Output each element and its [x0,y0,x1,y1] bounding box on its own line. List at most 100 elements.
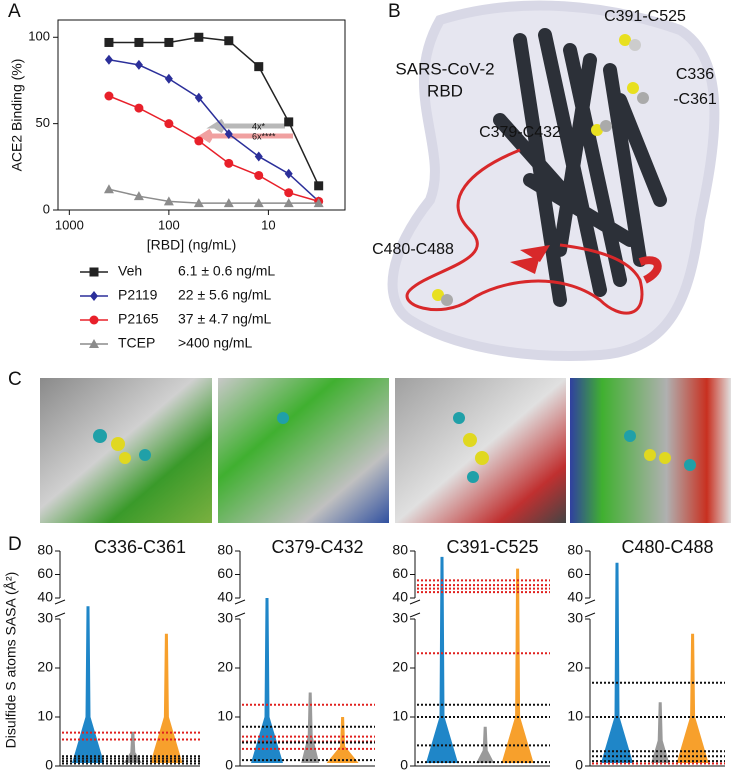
disulfide-label: C379-C432 [479,124,561,141]
fold-arrow [194,128,293,144]
axis-break [409,599,421,618]
legend-marker [89,267,99,277]
data-point [254,151,263,162]
data-point [224,36,234,46]
data-point [253,198,264,208]
y-tick-label: 80 [567,542,583,558]
panel-title: C480-C488 [621,537,713,557]
disulfide-label: C480-C488 [372,241,454,258]
y-tick-label: 30 [567,610,583,626]
y-tick-label: 60 [567,565,583,581]
data-point [104,91,114,101]
fit-line [108,95,319,203]
panel-label: D [8,534,22,555]
plot-frame [57,19,346,211]
sasa-distribution [150,633,183,763]
y-tick-label: 10 [217,708,233,724]
axis-break [234,599,246,618]
y-tick-label: 40 [567,589,583,605]
y-tick-label: 10 [567,708,583,724]
y-tick-label: 0 [225,757,233,773]
y-tick-label: 100 [28,29,50,44]
y-tick-label: 80 [392,542,408,558]
data-point [224,158,234,168]
panel-label: C [8,369,22,390]
data-point [104,54,113,65]
legend-ec50: 6.1 ± 0.6 ng/mL [178,263,275,279]
data-point [254,62,264,72]
data-point [194,92,203,103]
y-tick-label: 50 [36,115,50,130]
y-tick-label: 40 [392,589,408,605]
sasa-distribution [251,598,283,763]
y-tick-label: 10 [392,708,408,724]
data-point [133,191,144,201]
data-point [224,129,233,139]
panel-title: C391-C525 [446,537,538,557]
y-tick-label: 20 [217,659,233,675]
y-tick-label: 80 [37,542,53,558]
y-tick-label: 30 [217,610,233,626]
structure-title: SARS-CoV-2 [395,59,494,78]
legend-ec50: 22 ± 5.6 ng/mL [178,287,272,303]
y-axis-label: ACE2 Binding (%) [9,59,25,172]
data-point [284,168,293,179]
y-tick-label: 60 [37,565,53,581]
legend-label: P2165 [118,311,159,327]
x-tick-label: 100 [158,217,180,232]
data-point [134,103,144,113]
y-tick-label: 30 [392,610,408,626]
data-point [134,37,144,47]
y-tick-label: 30 [37,610,53,626]
legend-marker [89,339,99,348]
data-point [254,170,264,180]
panel-label: B [388,1,401,22]
y-tick-label: 0 [400,757,408,773]
legend-marker [89,315,99,325]
data-point [223,198,234,208]
y-tick-label: 20 [567,659,583,675]
disulfide-label: -C361 [673,91,717,108]
legend-marker [90,291,98,301]
disulfide-label: C391-C525 [604,8,686,25]
sasa-distribution [651,702,670,763]
sasa-distribution [72,606,104,763]
disulfide-label: C336 [676,66,714,83]
legend-label: P2119 [118,287,158,303]
y-tick-label: 40 [37,589,53,605]
data-point [194,136,204,146]
protein-structure [387,0,720,361]
y-tick-label: 0 [45,757,53,773]
data-point [164,37,174,47]
data-point [164,73,173,84]
axis-break [584,599,596,618]
data-point [314,181,324,191]
sasa-distribution [326,717,359,763]
data-point [284,117,294,127]
y-tick-label: 0 [43,201,50,216]
axis-break [54,599,66,618]
data-point [134,59,143,70]
legend-label: Veh [118,263,142,279]
data-point [104,37,114,47]
legend-label: TCEP [118,335,155,351]
data-point [193,198,204,208]
fit-line [108,58,320,202]
surface-images [40,378,731,523]
sasa-distribution [501,568,534,763]
fit-line [108,36,320,187]
annotation: 6x**** [252,131,276,141]
panel-label: A [8,1,21,22]
y-tick-label: 20 [392,659,408,675]
sasa-distribution [426,556,458,763]
structure-title: RBD [427,81,463,100]
sasa-distribution [676,633,709,763]
data-point [194,32,204,42]
data-point [164,119,174,129]
data-point [163,196,174,206]
sasa-distribution [123,731,142,763]
x-tick-label: 1000 [55,217,84,232]
data-point [313,198,324,208]
y-axis-label: Disulfide S atoms SASA (Å²) [3,572,19,749]
